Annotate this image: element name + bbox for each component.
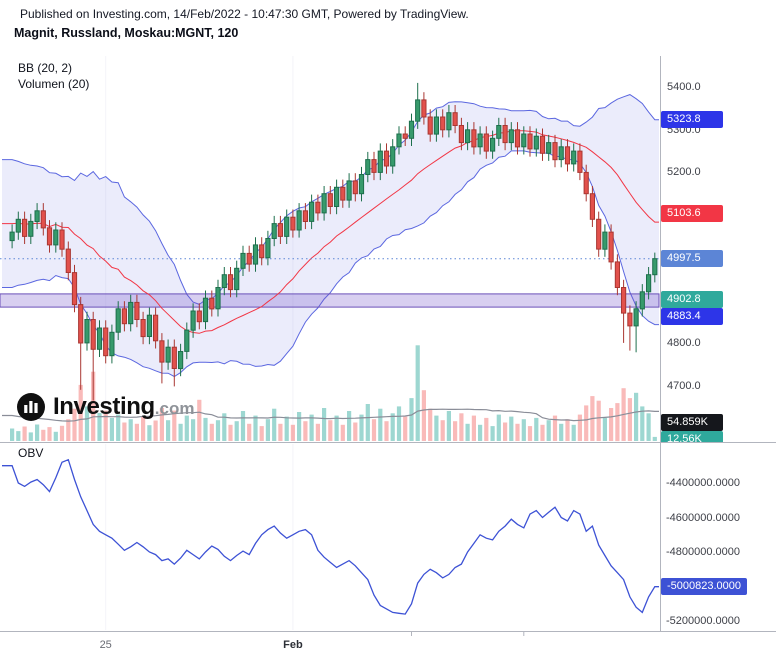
obv-tick-label: -5000000.0000 bbox=[666, 580, 741, 593]
candles bbox=[9, 82, 658, 401]
obv-pane-overlay: OBV -4400000.0000 -4600000.0000 -4800000.0… bbox=[0, 442, 776, 632]
price-pane-overlay: BB (20, 2) Volumen (20) Investing .com 54… bbox=[16, 61, 723, 442]
bb-fill bbox=[2, 94, 659, 377]
time-axis[interactable]: 25 Feb bbox=[0, 632, 776, 662]
pane-frame bbox=[0, 56, 776, 636]
price-zone[interactable] bbox=[0, 293, 660, 308]
investing-logo-text: Investing bbox=[53, 393, 155, 420]
bb-lower-line bbox=[2, 150, 659, 378]
bollinger-band bbox=[2, 94, 659, 378]
time-label: 25 bbox=[99, 639, 112, 651]
bb-upper-line bbox=[2, 94, 659, 305]
instrument-title: Magnit, Russland, Moskau:MGNT, 120 bbox=[14, 26, 239, 40]
price-tick-label: 4800.0 bbox=[667, 336, 701, 349]
bb-middle-line bbox=[2, 130, 659, 334]
investing-logo-suffix: .com bbox=[154, 399, 195, 418]
obv-tick-label: -4600000.0000 bbox=[666, 511, 741, 524]
investing-watermark: Investing .com bbox=[16, 392, 194, 422]
grid-lines bbox=[105, 56, 294, 630]
obv-axis-badge: -5000823.0000 bbox=[661, 578, 748, 596]
price-axis-badge: 4997.5 bbox=[661, 250, 723, 268]
obv-tick-label: -5200000.0000 bbox=[666, 615, 741, 628]
price-axis-badge: 5323.8 bbox=[661, 111, 723, 129]
volume-ma-line bbox=[2, 408, 659, 422]
volume-axis-badge: 54.859K bbox=[661, 414, 723, 432]
obv-line bbox=[2, 458, 659, 615]
price-tick-label: 4700.0 bbox=[667, 379, 701, 392]
price-axis-badge: 4883.4 bbox=[661, 307, 723, 325]
price-tick-label: 5200.0 bbox=[667, 166, 701, 179]
price-axis-badge: 5103.6 bbox=[661, 204, 723, 222]
investing-logo-icon bbox=[16, 392, 46, 422]
volume-indicator-label[interactable]: Volumen (20) bbox=[18, 77, 90, 91]
obv-indicator-label[interactable]: OBV bbox=[18, 446, 44, 460]
published-line: Published on Investing.com, 14/Feb/2022 … bbox=[20, 7, 469, 21]
volume-bars bbox=[10, 345, 657, 442]
time-label: Feb bbox=[283, 639, 303, 651]
price-axis-badge: 4902.8 bbox=[661, 290, 723, 308]
volume-axis-badge: 12.56K bbox=[661, 431, 723, 442]
obv-tick-label: -4800000.0000 bbox=[666, 546, 741, 558]
price-tick-label: 5400.0 bbox=[667, 81, 701, 94]
obv-tick-label: -4400000.0000 bbox=[666, 476, 741, 489]
bb-indicator-label[interactable]: BB (20, 2) bbox=[18, 61, 73, 75]
